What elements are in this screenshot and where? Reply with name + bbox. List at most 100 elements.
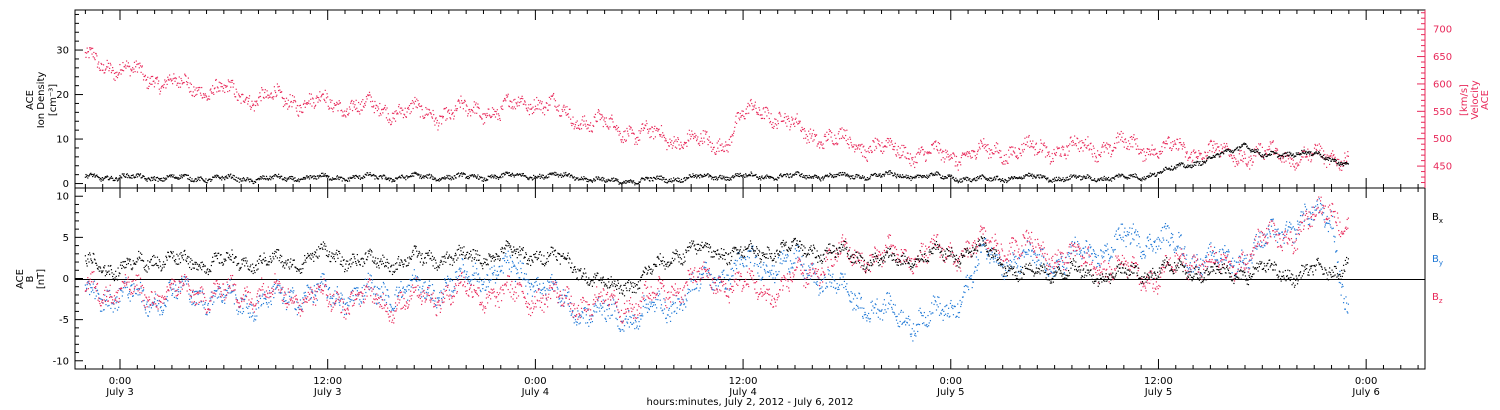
by-series-point	[129, 300, 131, 302]
density-series-point	[490, 175, 492, 177]
by-series-point	[218, 286, 220, 288]
velocity-series-point	[1079, 140, 1081, 142]
density-series-point	[387, 178, 389, 180]
density-series-point	[828, 176, 830, 178]
by-series-point	[187, 278, 189, 280]
density-series-point	[287, 177, 289, 179]
velocity-series-point	[488, 108, 490, 110]
velocity-series-point	[869, 145, 872, 148]
density-series-point	[999, 178, 1001, 180]
density-series-point	[838, 172, 840, 174]
density-series-point	[1334, 160, 1336, 162]
density-series-point	[276, 175, 278, 177]
velocity-series-point	[905, 157, 907, 159]
by-series-point	[173, 296, 176, 299]
velocity-series-point	[212, 91, 214, 94]
density-series-point	[554, 174, 557, 176]
velocity-series-point	[599, 113, 601, 115]
density-series-point	[1301, 149, 1303, 152]
density-series-point	[144, 178, 146, 180]
velocity-series-point	[1208, 143, 1210, 145]
density-series-point	[1095, 181, 1098, 183]
velocity-series-point	[703, 141, 706, 143]
velocity-series-point	[783, 120, 785, 122]
density-series-point	[1246, 146, 1248, 148]
density-series-point	[256, 178, 259, 181]
velocity-series-point	[1043, 144, 1045, 147]
velocity-series-point	[497, 118, 499, 121]
density-series-point	[714, 176, 716, 178]
velocity-series-point	[631, 129, 633, 131]
velocity-series-point	[1185, 151, 1187, 153]
velocity-series-point	[1240, 149, 1242, 152]
velocity-series-point	[482, 113, 484, 115]
velocity-series-point	[450, 109, 452, 111]
velocity-series-point	[944, 158, 946, 160]
density-series-point	[1185, 166, 1187, 168]
density-series-point	[967, 177, 969, 179]
density-series-point	[217, 175, 219, 177]
velocity-series-point	[218, 90, 220, 92]
velocity-series-point	[260, 100, 262, 102]
velocity-series-point	[580, 128, 583, 130]
velocity-series-point	[1248, 156, 1250, 158]
velocity-series-point	[806, 142, 808, 144]
density-series-point	[1315, 151, 1317, 153]
velocity-series-point	[563, 104, 565, 106]
by-series-point	[256, 299, 259, 302]
density-series-point	[178, 178, 180, 180]
velocity-series-point	[132, 71, 134, 73]
velocity-series-point	[1109, 144, 1111, 146]
velocity-series-point	[473, 106, 475, 108]
density-series-point	[1210, 156, 1213, 159]
velocity-series-point	[313, 107, 315, 109]
velocity-series-point	[755, 111, 758, 113]
by-series-point	[115, 297, 117, 299]
velocity-series-point	[1053, 148, 1055, 151]
velocity-series-point	[819, 141, 821, 143]
velocity-series-point	[946, 156, 948, 158]
by-series-point	[228, 286, 231, 288]
velocity-series-point	[382, 108, 385, 111]
by-series-point	[124, 287, 126, 289]
by-series-point	[188, 293, 190, 295]
by-series-point	[152, 304, 154, 306]
density-series-point	[719, 174, 721, 177]
velocity-series-point	[1112, 149, 1114, 151]
velocity-series-point	[1292, 159, 1294, 161]
density-series-point	[937, 172, 939, 174]
velocity-series-point	[936, 148, 938, 151]
density-series-point	[224, 179, 226, 181]
velocity-series-point	[680, 141, 682, 143]
velocity-series-point	[179, 86, 182, 88]
density-series-point	[955, 177, 957, 179]
velocity-series-point	[388, 121, 390, 124]
density-series-point	[1126, 176, 1128, 178]
velocity-series-point	[312, 98, 314, 100]
velocity-series-point	[822, 143, 824, 145]
density-series-point	[685, 179, 687, 181]
density-series-point	[1129, 174, 1131, 176]
density-series-point	[541, 174, 543, 176]
density-series-point	[1339, 163, 1341, 165]
velocity-series-point	[124, 66, 126, 68]
velocity-series-point	[703, 137, 705, 139]
density-series-point	[760, 179, 762, 181]
velocity-series-point	[726, 144, 729, 146]
density-series-point	[1055, 180, 1057, 182]
density-series-point	[278, 176, 280, 178]
density-series-point	[492, 175, 494, 178]
velocity-series-point	[226, 85, 228, 87]
velocity-series-point	[187, 77, 189, 79]
density-series-point	[613, 180, 615, 182]
velocity-series-point	[958, 161, 960, 163]
velocity-series-point	[1186, 152, 1188, 155]
density-series-point	[353, 176, 355, 178]
density-series-point	[1309, 152, 1311, 154]
density-series-point	[657, 177, 660, 180]
by-series-point	[163, 302, 165, 304]
velocity-series-point	[1333, 154, 1335, 156]
density-series-point	[525, 175, 527, 177]
velocity-series-point	[476, 112, 478, 114]
